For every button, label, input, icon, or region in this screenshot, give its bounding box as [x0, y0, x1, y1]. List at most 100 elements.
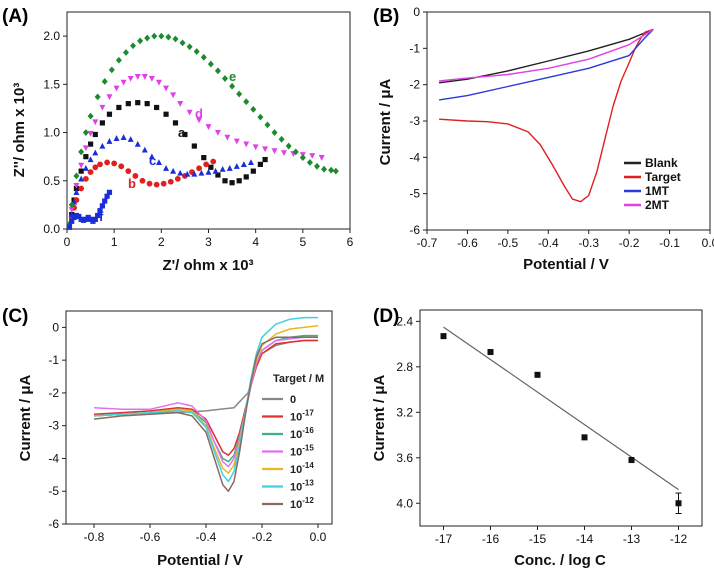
- data-point-f: [106, 189, 113, 195]
- data-point-d: [141, 74, 148, 80]
- panel-c-xtick-label: -0.8: [84, 530, 105, 544]
- data-point-d: [252, 144, 259, 151]
- data-point-e: [78, 148, 85, 156]
- data-point-d: [233, 138, 240, 145]
- data-point-c: [170, 167, 177, 174]
- panel-a-label: (A): [2, 6, 28, 27]
- curve-label-c: c: [149, 153, 156, 168]
- data-point-b: [174, 175, 181, 182]
- panel-c-ytick-label: -2: [48, 386, 59, 400]
- data-point-d: [113, 85, 120, 92]
- data-point: [440, 333, 447, 340]
- panel-c-xtick-label: -0.2: [252, 530, 273, 544]
- data-point-e: [193, 48, 200, 55]
- data-point-e: [271, 129, 278, 136]
- panel-a-series: [66, 32, 339, 230]
- legend-label-1mt: 1MT: [645, 184, 670, 198]
- panel-b-ytick-label: 0: [413, 5, 420, 19]
- panel-a-x-ticks: 0 1 2 3 4 5 6: [64, 229, 354, 249]
- curve-label-d: d: [195, 106, 203, 121]
- data-point-d: [186, 109, 193, 116]
- panel-d-xlabel: Conc. / log C: [514, 552, 606, 569]
- data-point-c: [233, 163, 240, 169]
- data-point-d: [155, 79, 162, 86]
- data-point-a: [135, 100, 141, 106]
- data-point-e: [122, 49, 129, 56]
- panel-a-ytick-label: 1.5: [43, 77, 60, 91]
- panel-b-xtick-label: -0.1: [659, 236, 680, 250]
- panel-b-xlabel: Potential / V: [523, 256, 609, 273]
- series-target--17-line: [93, 339, 318, 456]
- panel-b-ytick-label: -5: [409, 187, 420, 201]
- legend-label-0: 0: [290, 394, 296, 406]
- data-point-c: [219, 166, 226, 172]
- data-point-c: [120, 134, 127, 140]
- data-point-c: [99, 142, 106, 149]
- data-point-a: [87, 141, 94, 147]
- data-point-d: [163, 85, 170, 92]
- data-point-e: [108, 66, 115, 74]
- data-point-b: [132, 173, 139, 179]
- data-point: [675, 500, 682, 507]
- panel-b-xtick-label: -0.5: [498, 236, 519, 250]
- data-point-f: [69, 218, 75, 224]
- data-point-e: [236, 90, 243, 98]
- panel-b-ylabel: Current / μA: [377, 78, 394, 165]
- panel-b-xtick-label: -0.7: [417, 236, 438, 250]
- data-point-c: [87, 156, 94, 163]
- data-point-d: [106, 94, 113, 101]
- data-point-c: [141, 146, 148, 153]
- data-point-d: [92, 119, 99, 126]
- data-point-a: [201, 155, 207, 161]
- data-point-c: [106, 138, 113, 144]
- series-d: [66, 74, 325, 228]
- data-point-e: [165, 33, 172, 41]
- data-point-d: [196, 117, 203, 124]
- panel-c-ylabel: Current / μA: [17, 374, 34, 461]
- data-point-c: [226, 165, 233, 171]
- data-point-e: [115, 56, 122, 64]
- data-point-b: [92, 164, 99, 171]
- panel-d: (D) -17 -16 -15 -14 -13 -12 2.4 2.8 3.2 3.6 4.0 C…: [371, 306, 703, 569]
- legend-label-blank: Blank: [645, 156, 678, 170]
- data-point-f: [104, 193, 110, 199]
- data-point-d: [99, 104, 106, 111]
- panel-a-xtick-label: 0: [64, 235, 71, 249]
- panel-d-xtick-label: -16: [482, 532, 500, 546]
- panel-c-legend: 0 10-17 10-16 10-15 10-14 10-13 10-12: [262, 394, 314, 511]
- data-point-d: [177, 101, 184, 107]
- data-point-d: [82, 145, 89, 152]
- data-point-a: [106, 111, 113, 117]
- data-point-b: [146, 180, 153, 187]
- panel-d-ytick-label: 4.0: [396, 496, 413, 510]
- data-point-d: [170, 92, 177, 99]
- panel-b-ytick-label: -2: [409, 78, 420, 92]
- data-point-b: [139, 177, 146, 184]
- panel-b-ytick-label: -4: [409, 150, 420, 164]
- data-point-d: [262, 146, 269, 153]
- series-target--15-line: [93, 336, 318, 468]
- panel-b-xtick-label: -0.4: [538, 236, 559, 250]
- data-point-b: [203, 161, 210, 168]
- data-point-d: [280, 150, 287, 157]
- panel-d-ytick-label: 3.6: [396, 451, 413, 465]
- data-point-e: [264, 121, 271, 129]
- legend-label-2mt: 2MT: [645, 198, 670, 212]
- data-point-b: [111, 160, 118, 167]
- panel-d-xtick-label: -14: [576, 532, 594, 546]
- data-point-a: [154, 104, 160, 111]
- data-point-d: [68, 207, 75, 213]
- data-point-f: [99, 203, 105, 209]
- panel-a-ytick-label: 2.0: [43, 29, 60, 43]
- data-point-d: [309, 153, 316, 159]
- panel-a-xtick-label: 6: [347, 235, 354, 249]
- data-point-e: [94, 93, 101, 101]
- data-point-c: [78, 175, 85, 182]
- curve-label-f: f: [99, 209, 104, 224]
- data-point-a: [144, 101, 150, 107]
- series-c: [66, 134, 254, 230]
- data-point-e: [207, 60, 214, 68]
- panel-c-xtick-label: -0.6: [140, 530, 161, 544]
- data-point-c: [177, 169, 184, 176]
- panel-a-xtick-label: 1: [111, 235, 118, 249]
